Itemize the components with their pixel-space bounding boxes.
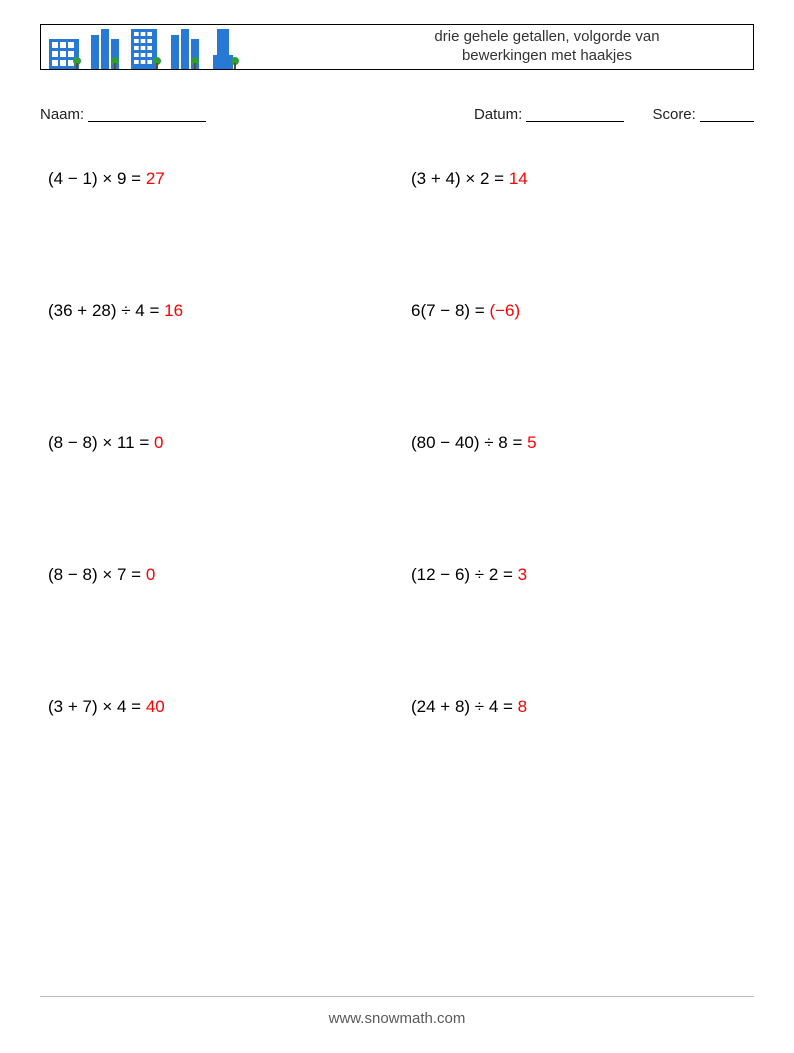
problem-expression: 6(7 − 8) = [411, 301, 489, 320]
problem-answer: 8 [518, 697, 527, 716]
problem-answer: 27 [146, 169, 165, 188]
problem-expression: (24 + 8) ÷ 4 = [411, 697, 518, 716]
score-blank [700, 107, 754, 122]
problem-answer: 40 [146, 697, 165, 716]
problem-item: (8 − 8) × 11 = 0 [48, 433, 391, 453]
problem-expression: (3 + 7) × 4 = [48, 697, 146, 716]
building-icon [169, 29, 199, 69]
problem-expression: (8 − 8) × 7 = [48, 565, 146, 584]
date-blank [526, 107, 624, 122]
building-icon [89, 29, 119, 69]
problem-expression: (3 + 4) × 2 = [411, 169, 509, 188]
worksheet-title: drie gehele getallen, volgorde van bewer… [341, 25, 753, 69]
problem-expression: (4 − 1) × 9 = [48, 169, 146, 188]
problem-answer: 16 [164, 301, 183, 320]
problem-item: (12 − 6) ÷ 2 = 3 [411, 565, 754, 585]
problem-item: (24 + 8) ÷ 4 = 8 [411, 697, 754, 717]
problem-expression: (8 − 8) × 11 = [48, 433, 154, 452]
problem-expression: (80 − 40) ÷ 8 = [411, 433, 527, 452]
problem-item: (80 − 40) ÷ 8 = 5 [411, 433, 754, 453]
problem-item: (36 + 28) ÷ 4 = 16 [48, 301, 391, 321]
score-label: Score: [652, 106, 695, 123]
building-icon [207, 29, 239, 69]
footer-divider [40, 996, 754, 997]
title-line-1: drie gehele getallen, volgorde van [434, 28, 659, 45]
building-icon [47, 31, 81, 69]
problem-expression: (12 − 6) ÷ 2 = [411, 565, 518, 584]
header-logo-area [41, 25, 341, 69]
date-field: Datum: [474, 104, 625, 123]
problem-answer: 5 [527, 433, 536, 452]
building-icon [127, 29, 161, 69]
name-label: Naam: [40, 106, 84, 123]
info-row: Naam: Datum: Score: [40, 104, 754, 123]
problem-answer: (−6) [489, 301, 520, 320]
problem-item: (3 + 7) × 4 = 40 [48, 697, 391, 717]
problem-item: (4 − 1) × 9 = 27 [48, 169, 391, 189]
problem-item: (8 − 8) × 7 = 0 [48, 565, 391, 585]
problem-answer: 0 [154, 433, 163, 452]
problem-item: (3 + 4) × 2 = 14 [411, 169, 754, 189]
problem-answer: 0 [146, 565, 155, 584]
header-box: drie gehele getallen, volgorde van bewer… [40, 24, 754, 70]
problem-answer: 14 [509, 169, 528, 188]
title-line-2: bewerkingen met haakjes [462, 47, 632, 64]
problems-grid: (4 − 1) × 9 = 27 (3 + 4) × 2 = 14 (36 + 28… [40, 169, 754, 717]
score-field: Score: [652, 104, 754, 123]
footer-text: www.snowmath.com [0, 1010, 794, 1027]
problem-expression: (36 + 28) ÷ 4 = [48, 301, 164, 320]
date-label: Datum: [474, 106, 522, 123]
problem-answer: 3 [518, 565, 527, 584]
problem-item: 6(7 − 8) = (−6) [411, 301, 754, 321]
name-blank [88, 107, 206, 122]
name-field: Naam: [40, 104, 474, 123]
